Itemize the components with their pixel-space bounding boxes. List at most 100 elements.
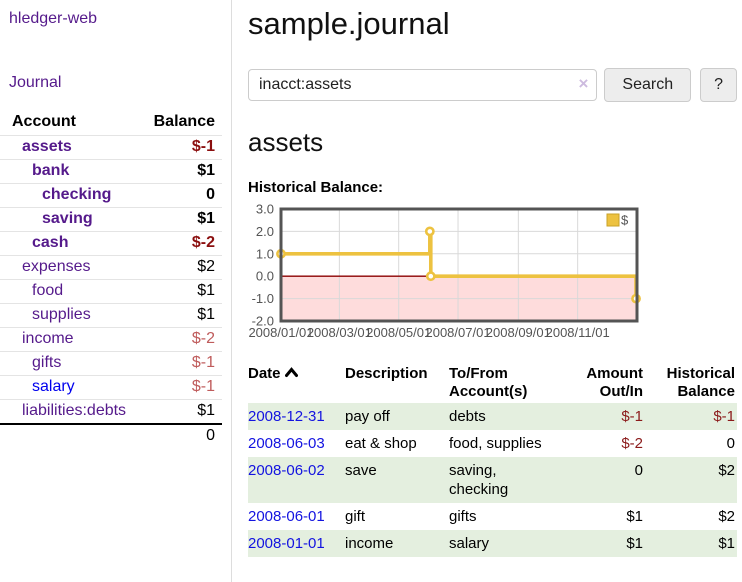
account-link[interactable]: liabilities:debts [22,402,127,419]
register-row: 2008-06-03 eat & shop food, supplies $-2… [248,430,737,457]
register-header-accounts: To/From Account(s) [449,365,528,400]
help-button[interactable]: ? [700,68,737,102]
account-balance: $-1 [135,135,222,160]
transaction-accounts: saving, checking [449,457,561,503]
search-box: × [248,69,598,101]
account-link[interactable]: food [32,282,64,299]
account-row: assets $-1 [0,135,222,160]
account-row: expenses $2 [0,255,222,280]
journal-link[interactable]: Journal [9,74,62,91]
register-header-amount: Amount Out/In [586,365,643,400]
account-balance: $1 [135,303,222,328]
account-row: bank $1 [0,159,222,184]
transaction-balance: $2 [645,457,737,503]
account-row: gifts $-1 [0,351,222,376]
search-button[interactable]: Search [604,68,692,102]
register-table: Date Description To/From Account(s) Amou… [248,363,737,557]
page-title: sample.journal [248,6,450,41]
svg-text:0.0: 0.0 [256,269,274,284]
account-row: liabilities:debts $1 [0,399,222,424]
historical-balance-chart[interactable]: $3.0 2.0 1.0 0.0 -1.0 -2.0 2008/01/01 2008/03/0… [248,203,642,343]
svg-text:1.0: 1.0 [256,246,274,261]
transaction-description: income [345,530,449,557]
account-balance: 0 [135,183,222,208]
transaction-date-link[interactable]: 2008-01-01 [248,535,325,552]
transaction-amount: $-1 [561,403,645,430]
account-balance: $-1 [135,375,222,400]
plot-frame [279,207,639,323]
transaction-accounts: food, supplies [449,435,542,452]
account-row: saving $1 [0,207,222,232]
transaction-balance: 0 [726,435,735,452]
svg-text:2.0: 2.0 [256,224,274,239]
accounts-header-balance: Balance [153,113,215,130]
account-row: supplies $1 [0,303,222,328]
account-link[interactable]: gifts [32,354,62,371]
legend-swatch [606,213,620,227]
transaction-amount: 0 [561,457,645,503]
account-link[interactable]: income [22,330,74,347]
svg-text:2008/07/01: 2008/07/01 [425,325,490,340]
sort-asc-icon [284,365,298,383]
account-balance: $1 [135,207,222,232]
register-row: 2008-06-01 gift gifts $1 $2 [248,503,737,530]
accounts-table: Account Balance assets $-1 bank $1 check… [0,110,222,448]
account-link[interactable]: saving [42,210,93,227]
account-balance: $-2 [135,231,222,256]
register-header-row: Date Description To/From Account(s) Amou… [248,363,737,403]
account-balance: $1 [135,399,222,424]
svg-text:-2.0: -2.0 [252,314,274,329]
account-balance: $2 [135,255,222,280]
account-row: cash $-2 [0,231,222,256]
main-content: sample.journal × Search ? assets Histori… [233,0,742,582]
clear-search-icon[interactable]: × [578,74,589,93]
chart-label: Historical Balance: [248,179,384,196]
account-link[interactable]: assets [22,138,72,155]
svg-text:-1.0: -1.0 [252,291,274,306]
account-link[interactable]: expenses [22,258,91,275]
transaction-accounts: salary [449,530,561,557]
account-link[interactable]: cash [32,234,69,251]
account-link[interactable]: supplies [32,306,91,323]
transaction-balance: $1 [645,530,737,557]
accounts-header-row: Account Balance [0,110,222,136]
transaction-balance: $-1 [645,403,737,430]
svg-text:2008/01/01: 2008/01/01 [248,325,313,340]
transaction-date-link[interactable]: 2008-12-31 [248,408,325,425]
transaction-description: gift [345,508,366,525]
accounts-header-account: Account [12,113,76,130]
transaction-date-link[interactable]: 2008-06-01 [248,508,325,525]
transaction-description: pay off [345,403,449,430]
search-form: × Search ? [248,68,737,102]
transaction-accounts: debts [449,403,561,430]
transaction-date-link[interactable]: 2008-06-03 [248,435,325,452]
account-balance: $1 [135,279,222,304]
sidebar: hledger-web Journal Account Balance asse… [0,0,232,582]
account-balance: $-2 [135,327,222,352]
transaction-description: eat & shop [345,435,417,452]
svg-text:2008/09/01: 2008/09/01 [486,325,551,340]
register-header-description: Description [345,365,428,382]
svg-text:2008/03/01: 2008/03/01 [307,325,372,340]
account-title: assets [248,127,324,157]
register-header-date[interactable]: Date [248,363,345,403]
account-link[interactable]: bank [32,162,70,179]
account-row: salary $-1 [0,375,222,400]
account-link[interactable]: checking [42,186,112,203]
brand-link[interactable]: hledger-web [9,10,98,27]
account-link[interactable]: salary [32,378,75,395]
data-point [424,226,435,237]
transaction-amount: $-2 [621,435,643,452]
register-row: 2008-06-02 save saving, checking 0 $2 [248,457,737,503]
transaction-date-link[interactable]: 2008-06-02 [248,462,325,479]
transaction-amount: $1 [561,530,645,557]
search-input[interactable] [248,69,598,101]
account-row: checking 0 [0,183,222,208]
svg-text:3.0: 3.0 [256,203,274,217]
register-row: 2008-01-01 income salary $1 $1 [248,530,737,557]
accounts-total: 0 [135,423,222,448]
data-point [425,271,436,282]
svg-text:2008/11/01: 2008/11/01 [546,325,610,340]
accounts-total-row: 0 [0,423,222,448]
transaction-accounts: gifts [449,508,477,525]
